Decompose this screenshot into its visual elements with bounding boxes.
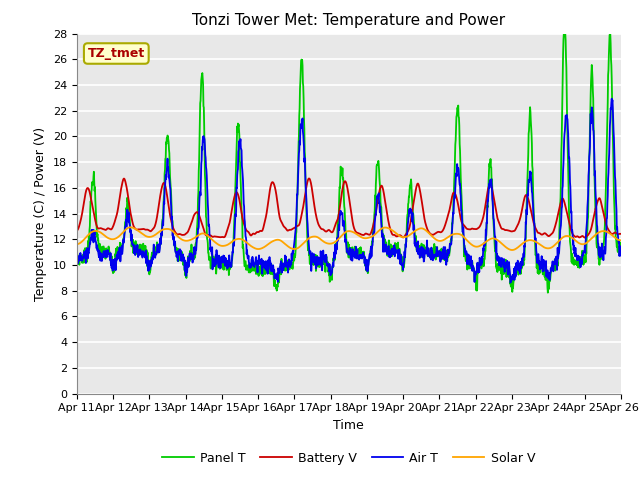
Panel T	[73, 249, 81, 255]
Battery V	[115, 200, 123, 205]
Battery V	[304, 178, 312, 184]
Panel T	[560, 31, 568, 36]
Solar V	[73, 241, 81, 247]
Air T	[304, 221, 312, 227]
Panel T	[115, 247, 123, 252]
Text: TZ_tmet: TZ_tmet	[88, 47, 145, 60]
Legend: Panel T, Battery V, Air T, Solar V: Panel T, Battery V, Air T, Solar V	[157, 447, 540, 469]
Panel T	[383, 247, 390, 253]
Solar V	[617, 238, 625, 243]
Battery V	[383, 208, 390, 214]
Battery V	[316, 223, 323, 229]
Solar V	[508, 247, 516, 253]
Y-axis label: Temperature (C) / Power (V): Temperature (C) / Power (V)	[35, 127, 47, 300]
Battery V	[617, 231, 625, 237]
Panel T	[315, 258, 323, 264]
Solar V	[325, 241, 333, 247]
Solar V	[316, 235, 323, 241]
Solar V	[304, 236, 312, 242]
Air T	[325, 265, 333, 271]
Panel T	[137, 243, 145, 249]
Air T	[383, 249, 390, 254]
Panel T	[304, 239, 312, 244]
Solar V	[115, 234, 123, 240]
Air T	[115, 256, 123, 262]
Line: Panel T: Panel T	[77, 34, 621, 293]
Solar V	[138, 230, 145, 236]
Air T	[608, 96, 616, 102]
Title: Tonzi Tower Met: Temperature and Power: Tonzi Tower Met: Temperature and Power	[192, 13, 506, 28]
Air T	[315, 262, 323, 267]
Battery V	[73, 228, 81, 233]
Air T	[617, 252, 625, 258]
Panel T	[617, 249, 625, 254]
Air T	[73, 249, 81, 255]
Battery V	[305, 176, 313, 181]
Panel T	[325, 267, 333, 273]
Battery V	[581, 235, 589, 240]
Solar V	[383, 225, 390, 230]
X-axis label: Time: Time	[333, 419, 364, 432]
Line: Battery V: Battery V	[77, 179, 621, 238]
Battery V	[137, 226, 145, 232]
Battery V	[325, 227, 333, 233]
Line: Air T: Air T	[77, 99, 621, 283]
Air T	[137, 248, 145, 254]
Panel T	[544, 290, 552, 296]
Air T	[507, 280, 515, 286]
Line: Solar V: Solar V	[77, 227, 621, 250]
Solar V	[127, 224, 134, 230]
